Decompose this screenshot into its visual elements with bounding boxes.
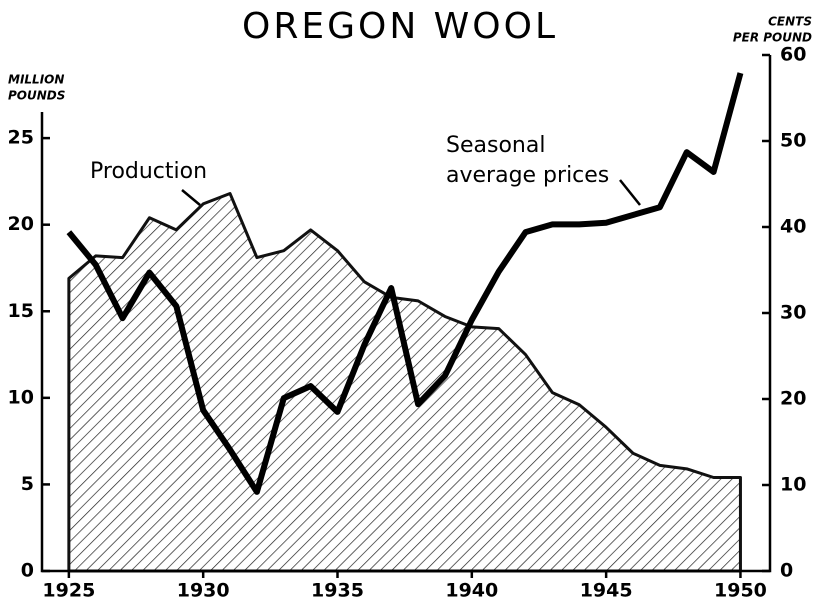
y-tick-label: 0 bbox=[21, 560, 34, 582]
y2-tick-label: 60 bbox=[780, 44, 806, 66]
y2-axis-label: PER POUND bbox=[733, 31, 812, 45]
y2-axis-label: CENTS bbox=[768, 15, 812, 29]
annotation: average prices bbox=[446, 163, 609, 188]
y2-tick-label: 20 bbox=[780, 388, 806, 410]
x-tick-label: 1945 bbox=[580, 580, 633, 601]
annotation-arrow bbox=[619, 179, 641, 206]
y-tick-label: 5 bbox=[21, 473, 34, 495]
x-tick-label: 1935 bbox=[311, 580, 364, 601]
y-tick-label: 25 bbox=[8, 127, 34, 149]
annotation: Production bbox=[90, 159, 207, 184]
y2-tick-label: 50 bbox=[780, 130, 806, 152]
y-axis-label: POUNDS bbox=[8, 89, 65, 103]
x-tick-label: 1950 bbox=[714, 580, 767, 601]
y2-tick-label: 0 bbox=[780, 560, 793, 582]
y-tick-label: 20 bbox=[8, 213, 34, 235]
chart-title: OREGON WOOL bbox=[242, 6, 558, 47]
y2-tick-label: 10 bbox=[780, 474, 806, 496]
y-axis-label: MILLION bbox=[8, 73, 64, 87]
line bbox=[66, 72, 744, 495]
y2-tick-label: 30 bbox=[780, 302, 806, 324]
annotation: Seasonal bbox=[446, 133, 545, 158]
x-tick-label: 1925 bbox=[42, 580, 95, 601]
x-tick-label: 1940 bbox=[445, 580, 498, 601]
y-tick-label: 10 bbox=[8, 386, 34, 408]
y2-tick-label: 40 bbox=[780, 216, 806, 238]
area bbox=[67, 192, 742, 573]
annotation-arrow bbox=[181, 189, 201, 206]
x-tick-label: 1930 bbox=[177, 580, 230, 601]
y-tick-label: 15 bbox=[8, 300, 34, 322]
